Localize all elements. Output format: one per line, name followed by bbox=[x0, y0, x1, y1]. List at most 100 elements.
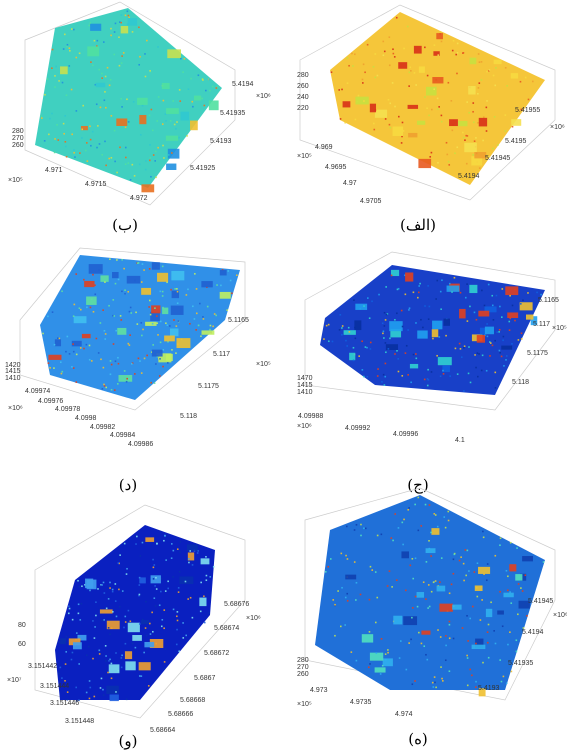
point bbox=[99, 143, 101, 145]
point bbox=[101, 620, 103, 622]
point bbox=[420, 319, 422, 321]
point bbox=[468, 112, 470, 114]
point bbox=[492, 305, 494, 307]
point bbox=[486, 323, 488, 325]
point bbox=[200, 582, 202, 584]
point bbox=[389, 127, 391, 129]
point bbox=[486, 100, 488, 102]
point bbox=[154, 382, 156, 384]
point bbox=[409, 307, 411, 309]
building bbox=[187, 544, 198, 551]
point bbox=[438, 336, 440, 338]
point bbox=[66, 94, 68, 96]
point bbox=[155, 605, 157, 607]
point bbox=[155, 151, 157, 153]
building bbox=[220, 270, 227, 276]
point bbox=[107, 67, 109, 69]
point bbox=[76, 354, 78, 356]
building bbox=[507, 312, 518, 318]
point bbox=[160, 321, 162, 323]
point bbox=[208, 612, 210, 614]
point bbox=[521, 338, 523, 340]
point bbox=[466, 655, 468, 657]
tick-label: 240 bbox=[297, 94, 309, 101]
building bbox=[511, 73, 518, 78]
point bbox=[171, 543, 173, 545]
point bbox=[373, 129, 375, 131]
point bbox=[323, 338, 325, 340]
point bbox=[334, 604, 336, 606]
point bbox=[131, 363, 133, 365]
point bbox=[86, 142, 88, 144]
point bbox=[175, 128, 177, 130]
point bbox=[454, 277, 456, 279]
point bbox=[75, 273, 77, 275]
point bbox=[105, 645, 107, 647]
point bbox=[385, 118, 387, 120]
point bbox=[100, 687, 102, 689]
point bbox=[370, 566, 372, 568]
point bbox=[111, 157, 113, 159]
building bbox=[110, 694, 119, 701]
point bbox=[190, 597, 192, 599]
point bbox=[101, 73, 103, 75]
point bbox=[227, 270, 229, 272]
point bbox=[540, 294, 542, 296]
point bbox=[426, 659, 428, 661]
point bbox=[518, 583, 520, 585]
point bbox=[95, 601, 97, 603]
tick-label: 1410 bbox=[5, 375, 21, 382]
point bbox=[146, 635, 148, 637]
building bbox=[505, 286, 518, 295]
point bbox=[449, 375, 451, 377]
point bbox=[129, 311, 131, 313]
point bbox=[474, 571, 476, 573]
building bbox=[151, 575, 161, 583]
building bbox=[60, 66, 68, 74]
point bbox=[160, 591, 162, 593]
point bbox=[172, 576, 174, 578]
point bbox=[153, 567, 155, 569]
building bbox=[194, 96, 201, 101]
point bbox=[492, 345, 494, 347]
point bbox=[365, 528, 367, 530]
point bbox=[332, 599, 334, 601]
point bbox=[192, 617, 194, 619]
point bbox=[73, 367, 75, 369]
point bbox=[198, 325, 200, 327]
point bbox=[109, 582, 111, 584]
building bbox=[443, 319, 449, 326]
point bbox=[387, 585, 389, 587]
point bbox=[473, 121, 475, 123]
point bbox=[344, 122, 346, 124]
building bbox=[112, 272, 119, 278]
tick-label: 280 bbox=[297, 72, 309, 79]
tick-label: 4.09986 bbox=[128, 441, 153, 448]
point bbox=[409, 72, 411, 74]
point bbox=[472, 102, 474, 104]
point bbox=[448, 161, 450, 163]
point bbox=[157, 46, 159, 48]
point bbox=[156, 322, 158, 324]
point bbox=[144, 358, 146, 360]
point bbox=[165, 120, 167, 122]
point bbox=[522, 299, 524, 301]
tick-label: 4.09988 bbox=[298, 413, 323, 420]
point bbox=[71, 366, 73, 368]
point bbox=[433, 581, 435, 583]
point bbox=[412, 578, 414, 580]
building bbox=[127, 276, 141, 284]
point bbox=[195, 329, 197, 331]
building bbox=[475, 585, 483, 591]
point bbox=[432, 338, 434, 340]
point bbox=[150, 176, 152, 178]
building bbox=[176, 338, 190, 348]
point bbox=[355, 119, 357, 121]
building bbox=[468, 86, 475, 95]
point bbox=[401, 375, 403, 377]
point bbox=[467, 657, 469, 659]
point bbox=[506, 682, 508, 684]
point bbox=[427, 607, 429, 609]
point bbox=[127, 291, 129, 293]
point bbox=[75, 381, 77, 383]
